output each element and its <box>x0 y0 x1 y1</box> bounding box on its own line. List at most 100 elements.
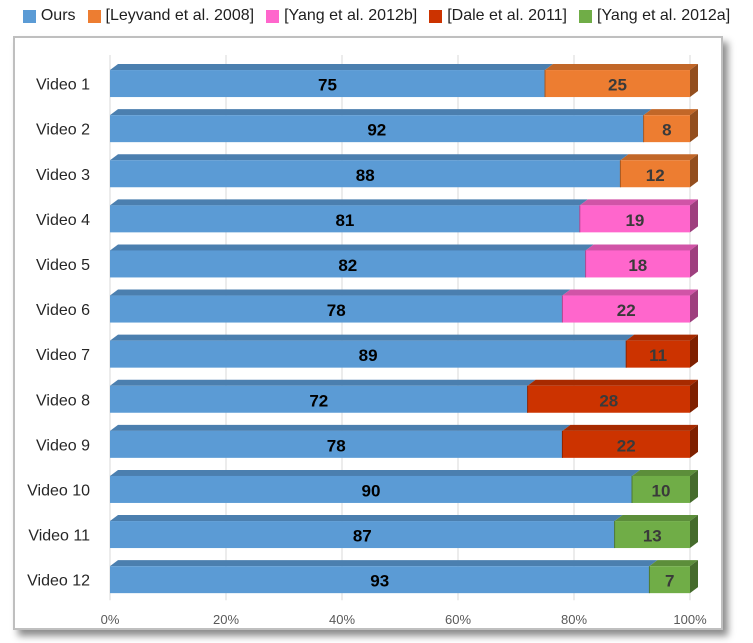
bar-group: 78 22 <box>110 424 698 458</box>
bar-top-face <box>110 244 594 251</box>
x-tick-label: 40% <box>329 612 355 627</box>
bar-top-face <box>110 379 536 386</box>
legend-swatch <box>429 9 443 23</box>
data-label: 8 <box>662 121 671 140</box>
category-label: Video 2 <box>36 122 90 139</box>
data-label: 22 <box>617 301 636 320</box>
data-label: 89 <box>359 346 378 365</box>
category-label: Video 12 <box>27 573 90 590</box>
bar-top-face <box>527 379 698 386</box>
category-label: Video 5 <box>36 257 90 274</box>
bar-group: 92 8 <box>110 109 698 143</box>
category-label: Video 1 <box>36 77 90 94</box>
category-label: Video 9 <box>36 437 90 454</box>
bar-side-face <box>690 154 698 188</box>
category-label: Video 6 <box>36 302 90 319</box>
data-label: 18 <box>628 256 647 275</box>
data-label: 72 <box>309 391 328 410</box>
legend-label: [Dale et al. 2011] <box>447 7 567 24</box>
bar-segment <box>110 430 563 458</box>
bar-segment <box>110 475 632 503</box>
category-label: Video 8 <box>36 392 90 409</box>
bar-group: 78 22 <box>110 289 698 323</box>
bar-group: 89 11 <box>110 334 698 368</box>
bar-segment <box>562 430 690 458</box>
bar-segment <box>110 340 627 368</box>
bar-top-face <box>110 560 658 567</box>
bar-top-face <box>110 64 553 71</box>
data-label: 13 <box>643 527 662 546</box>
bar-group: 90 10 <box>110 469 698 503</box>
data-label: 12 <box>646 166 665 185</box>
data-label: 7 <box>665 572 674 591</box>
bar-top-face <box>562 424 698 431</box>
bar-top-face <box>110 515 623 522</box>
data-label: 78 <box>327 436 346 455</box>
bar-top-face <box>110 424 571 431</box>
bar-segment <box>626 340 690 368</box>
bar-side-face <box>690 289 698 323</box>
bar-top-face <box>632 469 698 476</box>
bar-segment <box>110 295 563 323</box>
x-tick-label: 0% <box>101 612 120 627</box>
chart-frame: 0% 20% 40% 60% 80% 100% Video 1 75 25 Video 2 92 8 V… <box>13 36 723 630</box>
bar-top-face <box>110 154 629 161</box>
data-label: 93 <box>370 572 389 591</box>
category-label: Video 10 <box>27 482 90 499</box>
data-label: 78 <box>327 301 346 320</box>
bar-segment <box>562 295 690 323</box>
legend-label: Ours <box>40 7 76 24</box>
data-label: 25 <box>608 76 627 95</box>
bar-side-face <box>690 424 698 458</box>
legend-swatch <box>87 9 101 23</box>
bar-side-face <box>690 199 698 233</box>
legend-swatch <box>22 9 36 23</box>
bar-top-face <box>614 515 698 522</box>
bar-group: 72 28 <box>110 379 698 413</box>
bar-segment <box>545 70 690 98</box>
gridlines <box>109 55 691 601</box>
bar-side-face <box>690 469 698 503</box>
bar-group: 88 12 <box>110 154 698 188</box>
x-tick-label: 20% <box>213 612 239 627</box>
data-label: 75 <box>318 76 337 95</box>
bar-top-face <box>643 109 698 116</box>
bar-side-face <box>690 244 698 278</box>
category-label: Video 11 <box>28 528 90 545</box>
bar-segment <box>110 566 650 594</box>
bar-top-face <box>110 469 640 476</box>
legend-swatch <box>579 9 592 23</box>
legend-item: Ours <box>22 7 76 25</box>
data-label: 88 <box>356 166 375 185</box>
stacked-bar-chart: 0% 20% 40% 60% 80% 100% Video 1 75 25 Video 2 92 8 V… <box>27 55 707 627</box>
bar-segment <box>110 205 580 233</box>
bar-side-face <box>690 64 698 98</box>
bar-top-face <box>649 560 698 567</box>
bar-group: 81 19 <box>110 199 698 233</box>
bar-segment <box>110 385 528 413</box>
legend-item: [Yang et al. 2012a] <box>579 7 730 25</box>
legend-item: [Dale et al. 2011] <box>429 7 567 25</box>
data-label: 28 <box>599 391 618 410</box>
bar-segment <box>649 566 690 594</box>
bar-side-face <box>690 109 698 143</box>
bar-side-face <box>690 515 698 549</box>
bar-top-face <box>110 334 635 341</box>
bar-segment <box>579 205 690 233</box>
data-label: 22 <box>617 436 636 455</box>
legend-item: [Leyvand et al. 2008] <box>87 7 254 25</box>
bar-side-face <box>690 560 698 594</box>
bar-segment <box>643 115 690 143</box>
bar-segment <box>620 160 690 188</box>
bar-top-face <box>110 199 588 206</box>
x-tick-label: 60% <box>445 612 471 627</box>
bar-segment <box>110 160 621 188</box>
bar-group: 82 18 <box>110 244 698 278</box>
data-label: 10 <box>652 481 671 500</box>
data-label: 90 <box>362 481 381 500</box>
bar-group: 93 7 <box>110 560 698 594</box>
bar-top-face <box>110 109 652 116</box>
data-label: 81 <box>335 211 354 230</box>
legend-label: [Yang et al. 2012b] <box>284 7 418 24</box>
data-label: 92 <box>367 121 386 140</box>
